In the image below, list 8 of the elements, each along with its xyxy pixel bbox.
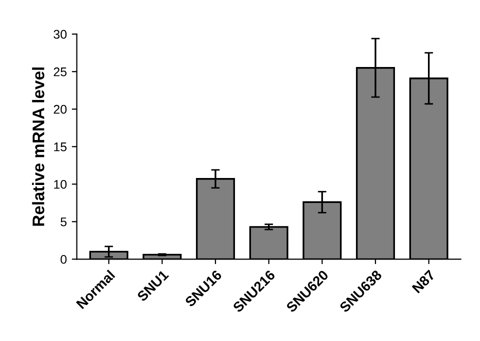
y-tick-label: 30 — [54, 30, 67, 39]
y-axis-title: Relative mRNA level — [32, 68, 44, 226]
y-tick-label: 10 — [54, 180, 67, 189]
y-tick-label: 5 — [60, 218, 67, 226]
y-tick-label: 0 — [60, 254, 67, 264]
y-tick-label: 15 — [54, 142, 67, 152]
y-tick-label: 20 — [54, 104, 67, 114]
y-tick-label: 25 — [54, 67, 67, 76]
